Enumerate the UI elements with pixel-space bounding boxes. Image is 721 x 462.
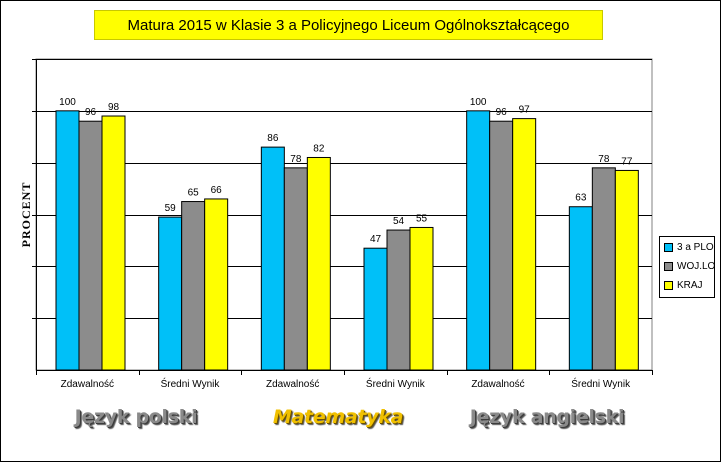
bar: [614, 169, 639, 371]
bar: [489, 120, 514, 371]
bar: [181, 201, 206, 371]
data-label: 54: [393, 216, 405, 227]
x-tick-label: Zdawalność: [471, 379, 524, 390]
legend-label-series-3: KRAJ: [677, 279, 703, 291]
legend-swatch-series-1: [664, 242, 673, 252]
x-tick-label: Zdawalność: [61, 379, 114, 390]
data-label: 96: [496, 107, 508, 118]
data-label: 65: [188, 188, 200, 199]
data-label: 97: [519, 105, 531, 116]
x-tick-label: Średni Wynik: [571, 377, 631, 390]
data-label: 86: [267, 133, 279, 144]
legend-swatch-series-2: [664, 261, 673, 271]
y-axis-label: PROCENT: [19, 182, 33, 248]
plot-area: [35, 58, 653, 371]
data-label: 47: [370, 234, 382, 245]
data-label: 55: [416, 213, 428, 224]
group-label-math: Matematyka: [272, 406, 404, 428]
bar: [466, 110, 491, 371]
legend-item-series-3: KRAJ: [664, 279, 703, 291]
legend-item-series-2: WOJ.LO: [664, 260, 715, 272]
group-label-english: Język angielski: [469, 406, 625, 428]
legend-label-series-2: WOJ.LO: [677, 260, 716, 272]
legend-label-series-1: 3 a PLO: [677, 241, 714, 253]
bar: [386, 229, 411, 371]
x-tick-label: Średni Wynik: [161, 377, 221, 390]
bar: [260, 146, 285, 371]
x-tick-label: Zdawalność: [266, 379, 319, 390]
bar: [568, 206, 593, 371]
bar: [363, 247, 388, 371]
bar: [512, 118, 537, 371]
bar: [283, 167, 308, 371]
legend: 3 a PLO WOJ.LO KRAJ: [659, 236, 715, 298]
data-label: 77: [621, 156, 633, 167]
data-label: 78: [598, 154, 610, 165]
bar: [409, 226, 434, 371]
bar: [204, 198, 229, 371]
data-label: 100: [470, 97, 487, 108]
bar: [101, 115, 126, 371]
legend-item-series-1: 3 a PLO: [664, 241, 714, 253]
bar: [55, 110, 80, 371]
data-label: 59: [165, 203, 177, 214]
group-label-polish: Język polski: [74, 406, 198, 428]
data-label: 78: [290, 154, 302, 165]
chart-title: Matura 2015 w Klasie 3 a Policyjnego Lic…: [94, 10, 603, 40]
bar: [78, 120, 103, 371]
data-label: 98: [108, 102, 120, 113]
x-tick-label: Średni Wynik: [366, 377, 426, 390]
data-label: 63: [575, 193, 587, 204]
data-label: 100: [59, 97, 76, 108]
bar: [591, 167, 616, 371]
data-label: 66: [211, 185, 223, 196]
data-label: 82: [313, 143, 325, 154]
bar: [158, 216, 183, 371]
bar: [306, 156, 331, 371]
legend-swatch-series-3: [664, 280, 673, 290]
data-label: 96: [85, 107, 97, 118]
